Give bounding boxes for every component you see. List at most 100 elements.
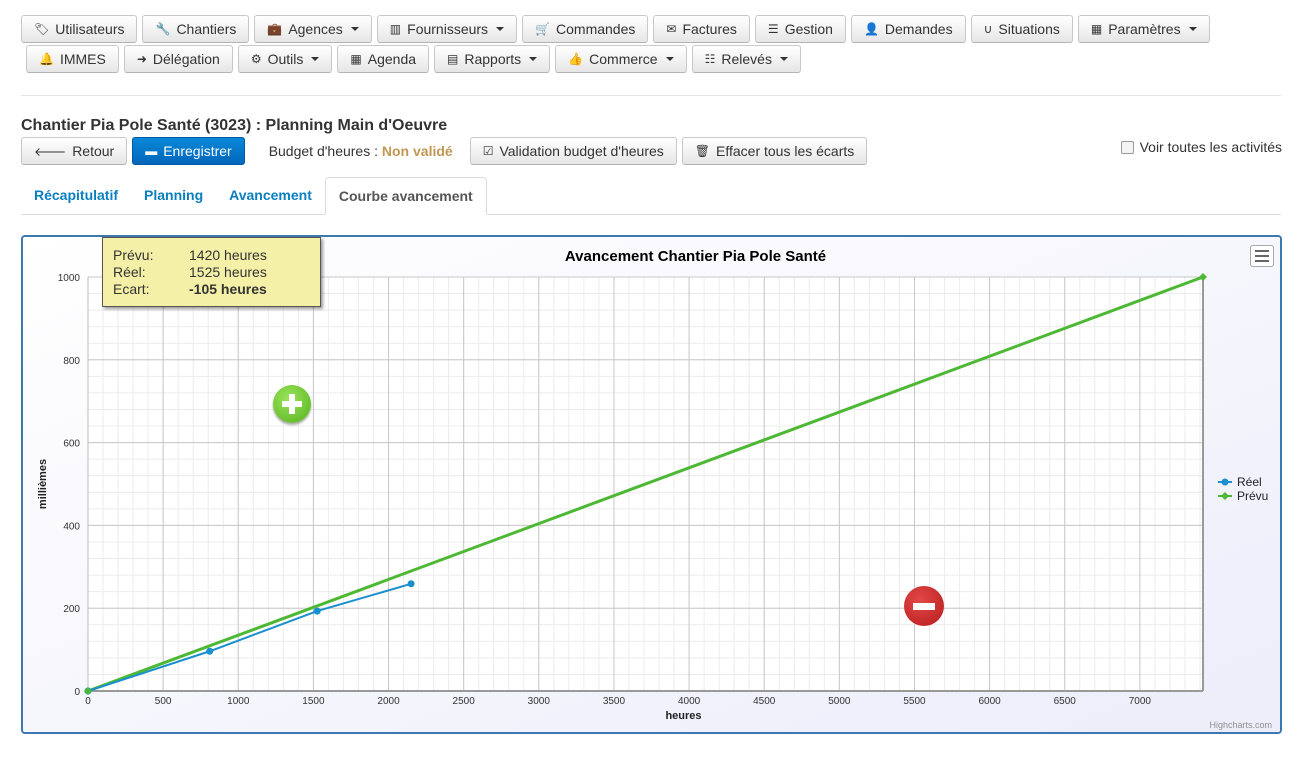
data-point-reel [407,580,415,588]
arrow-right-icon: ➜ [136,52,147,66]
x-tick-label: 7000 [1129,696,1152,707]
x-tick-label: 6000 [978,696,1001,707]
nav-fournisseurs-button[interactable]: ▥ Fournisseurs [376,15,518,43]
hdd-icon: ▬ [145,144,158,158]
action-toolbar: 🡐 Retour ▬ Enregistrer Budget d'heures : N… [21,137,868,165]
nav-factures-button[interactable]: ✉ Factures [653,15,750,43]
tooltip-ecart-label: Ecart: [113,281,150,297]
nav-releves-button[interactable]: ☷ Relevés [691,45,801,73]
thumbs-up-icon: 👍 [568,52,584,66]
tooltip-prevu-label: Prévu: [113,247,154,263]
x-tick-label: 500 [155,696,172,707]
y-axis-title: millièmes [37,459,49,509]
tooltip-ecart-value: -105 heures [189,281,267,297]
legend-marker-reel [1221,478,1229,486]
nav-parametres-button[interactable]: ▦ Paramètres [1077,15,1210,43]
x-tick-label: 4500 [753,696,776,707]
budget-status: Budget d'heures : Non validé [268,143,453,159]
chart-container: 0 500 1000 1500 2000 2500 3000 3500 4000 4500 5000… [21,235,1282,734]
caret-down-icon [350,27,359,31]
nav-situations-button[interactable]: ∪ Situations [970,15,1073,43]
envelope-icon: ✉ [666,22,677,36]
y-tick-label: 0 [74,687,80,698]
tab-courbe-avancement[interactable]: Courbe avancement [324,177,487,215]
x-tick-label: 4000 [678,696,701,707]
trash-icon: 🗑 [694,144,711,158]
x-tick-label: 5500 [903,696,926,707]
caret-down-icon [779,57,788,61]
caret-down-icon [665,57,674,61]
legend-label-prevu: Prévu [1237,489,1268,503]
budget-status-value: Non validé [381,143,453,159]
chart-tooltip: Prévu: 1420 heures Réel: 1525 heures Ecart… [102,237,321,307]
nav-demandes-button[interactable]: 👤 Demandes [850,15,966,43]
data-point-prevu [84,687,92,695]
y-tick-label: 1000 [58,273,81,284]
tab-recapitulatif[interactable]: Récapitulatif [34,187,119,203]
data-point-reel [313,607,321,615]
x-tick-label: 1500 [302,696,325,707]
main-nav-row-1: 🏷 Utilisateurs 🔧 Chantiers 💼 Agences ▥ Fourniss… [21,15,1210,43]
remove-point-button[interactable] [904,586,944,626]
show-all-label: Voir toutes les activités [1139,139,1282,155]
nav-commandes-button[interactable]: 🛒 Commandes [522,15,649,43]
nav-outils-button[interactable]: ⚙ Outils [237,45,333,73]
tag-icon: 🏷 [34,22,50,36]
y-tick-label: 800 [63,356,80,367]
x-tick-label: 0 [85,696,91,707]
list-icon: ☰ [767,22,779,36]
nav-gestion-button[interactable]: ☰ Gestion [754,15,846,43]
add-point-button[interactable] [273,385,311,423]
show-all-activities[interactable]: Voir toutes les activités [1120,139,1282,155]
series-line-prevu [87,275,1204,693]
tab-bar: Récapitulatif Planning Avancement Courbe av… [21,177,1281,215]
tab-planning[interactable]: Planning [144,187,204,203]
chart-title: Avancement Chantier Pia Pole Santé [565,248,826,265]
wrench-icon: 🔧 [155,22,171,36]
barcode-icon: ▥ [389,22,402,36]
tab-avancement[interactable]: Avancement [229,187,312,203]
show-all-checkbox[interactable] [1120,140,1134,154]
check-icon: ☑ [482,144,494,158]
nav-commerce-button[interactable]: 👍 Commerce [555,45,687,73]
legend-label-reel: Réel [1237,475,1262,489]
save-button[interactable]: ▬ Enregistrer [132,137,245,165]
x-tick-label: 2500 [453,696,476,707]
nav-delegation-button[interactable]: ➜ Délégation [123,45,233,73]
progress-chart: 0 500 1000 1500 2000 2500 3000 3500 4000 4500 5000… [23,237,1280,732]
nav-rapports-button[interactable]: ▤ Rapports [434,45,551,73]
clear-gaps-button[interactable]: 🗑 Effacer tous les écarts [681,137,868,165]
shopping-cart-icon: 🛒 [535,22,551,36]
nav-chantiers-button[interactable]: 🔧 Chantiers [142,15,250,43]
tooltip-reel-value: 1525 heures [189,264,267,280]
validate-budget-button[interactable]: ☑ Validation budget d'heures [469,137,677,165]
x-tick-label: 5000 [828,696,851,707]
user-icon: 👤 [863,22,879,36]
data-point-reel [206,647,214,655]
x-tick-label: 6500 [1054,696,1077,707]
x-tick-label: 3500 [603,696,626,707]
bell-icon: 🔔 [39,52,54,66]
chart-credit[interactable]: Highcharts.com [1209,720,1272,730]
legend-marker-prevu [1221,492,1229,500]
main-nav-row-2: 🔔 IMMES ➜ Délégation ⚙ Outils ▦ Agenda ▤ Rapports… [26,45,801,73]
th-list-icon: ☷ [704,52,716,66]
y-tick-label: 600 [63,439,80,450]
chart-menu-button[interactable] [1250,245,1274,267]
back-button[interactable]: 🡐 Retour [21,137,128,165]
th-icon: ▦ [1090,22,1103,36]
x-axis-title: heures [665,710,701,722]
x-tick-label: 1000 [227,696,250,707]
magnet-icon: ∪ [983,22,993,36]
series-line-reel [87,582,412,692]
caret-down-icon [311,57,320,61]
nav-agences-button[interactable]: 💼 Agences [254,15,372,43]
nav-utilisateurs-button[interactable]: 🏷 Utilisateurs [21,15,138,43]
nav-agenda-button[interactable]: ▦ Agenda [337,45,430,73]
tooltip-reel-label: Réel: [113,264,146,280]
x-tick-label: 2000 [377,696,400,707]
arrow-left-icon: 🡐 [34,144,67,159]
caret-down-icon [496,27,505,31]
nav-immes-button[interactable]: 🔔 IMMES [26,45,119,73]
x-tick-label: 3000 [528,696,551,707]
